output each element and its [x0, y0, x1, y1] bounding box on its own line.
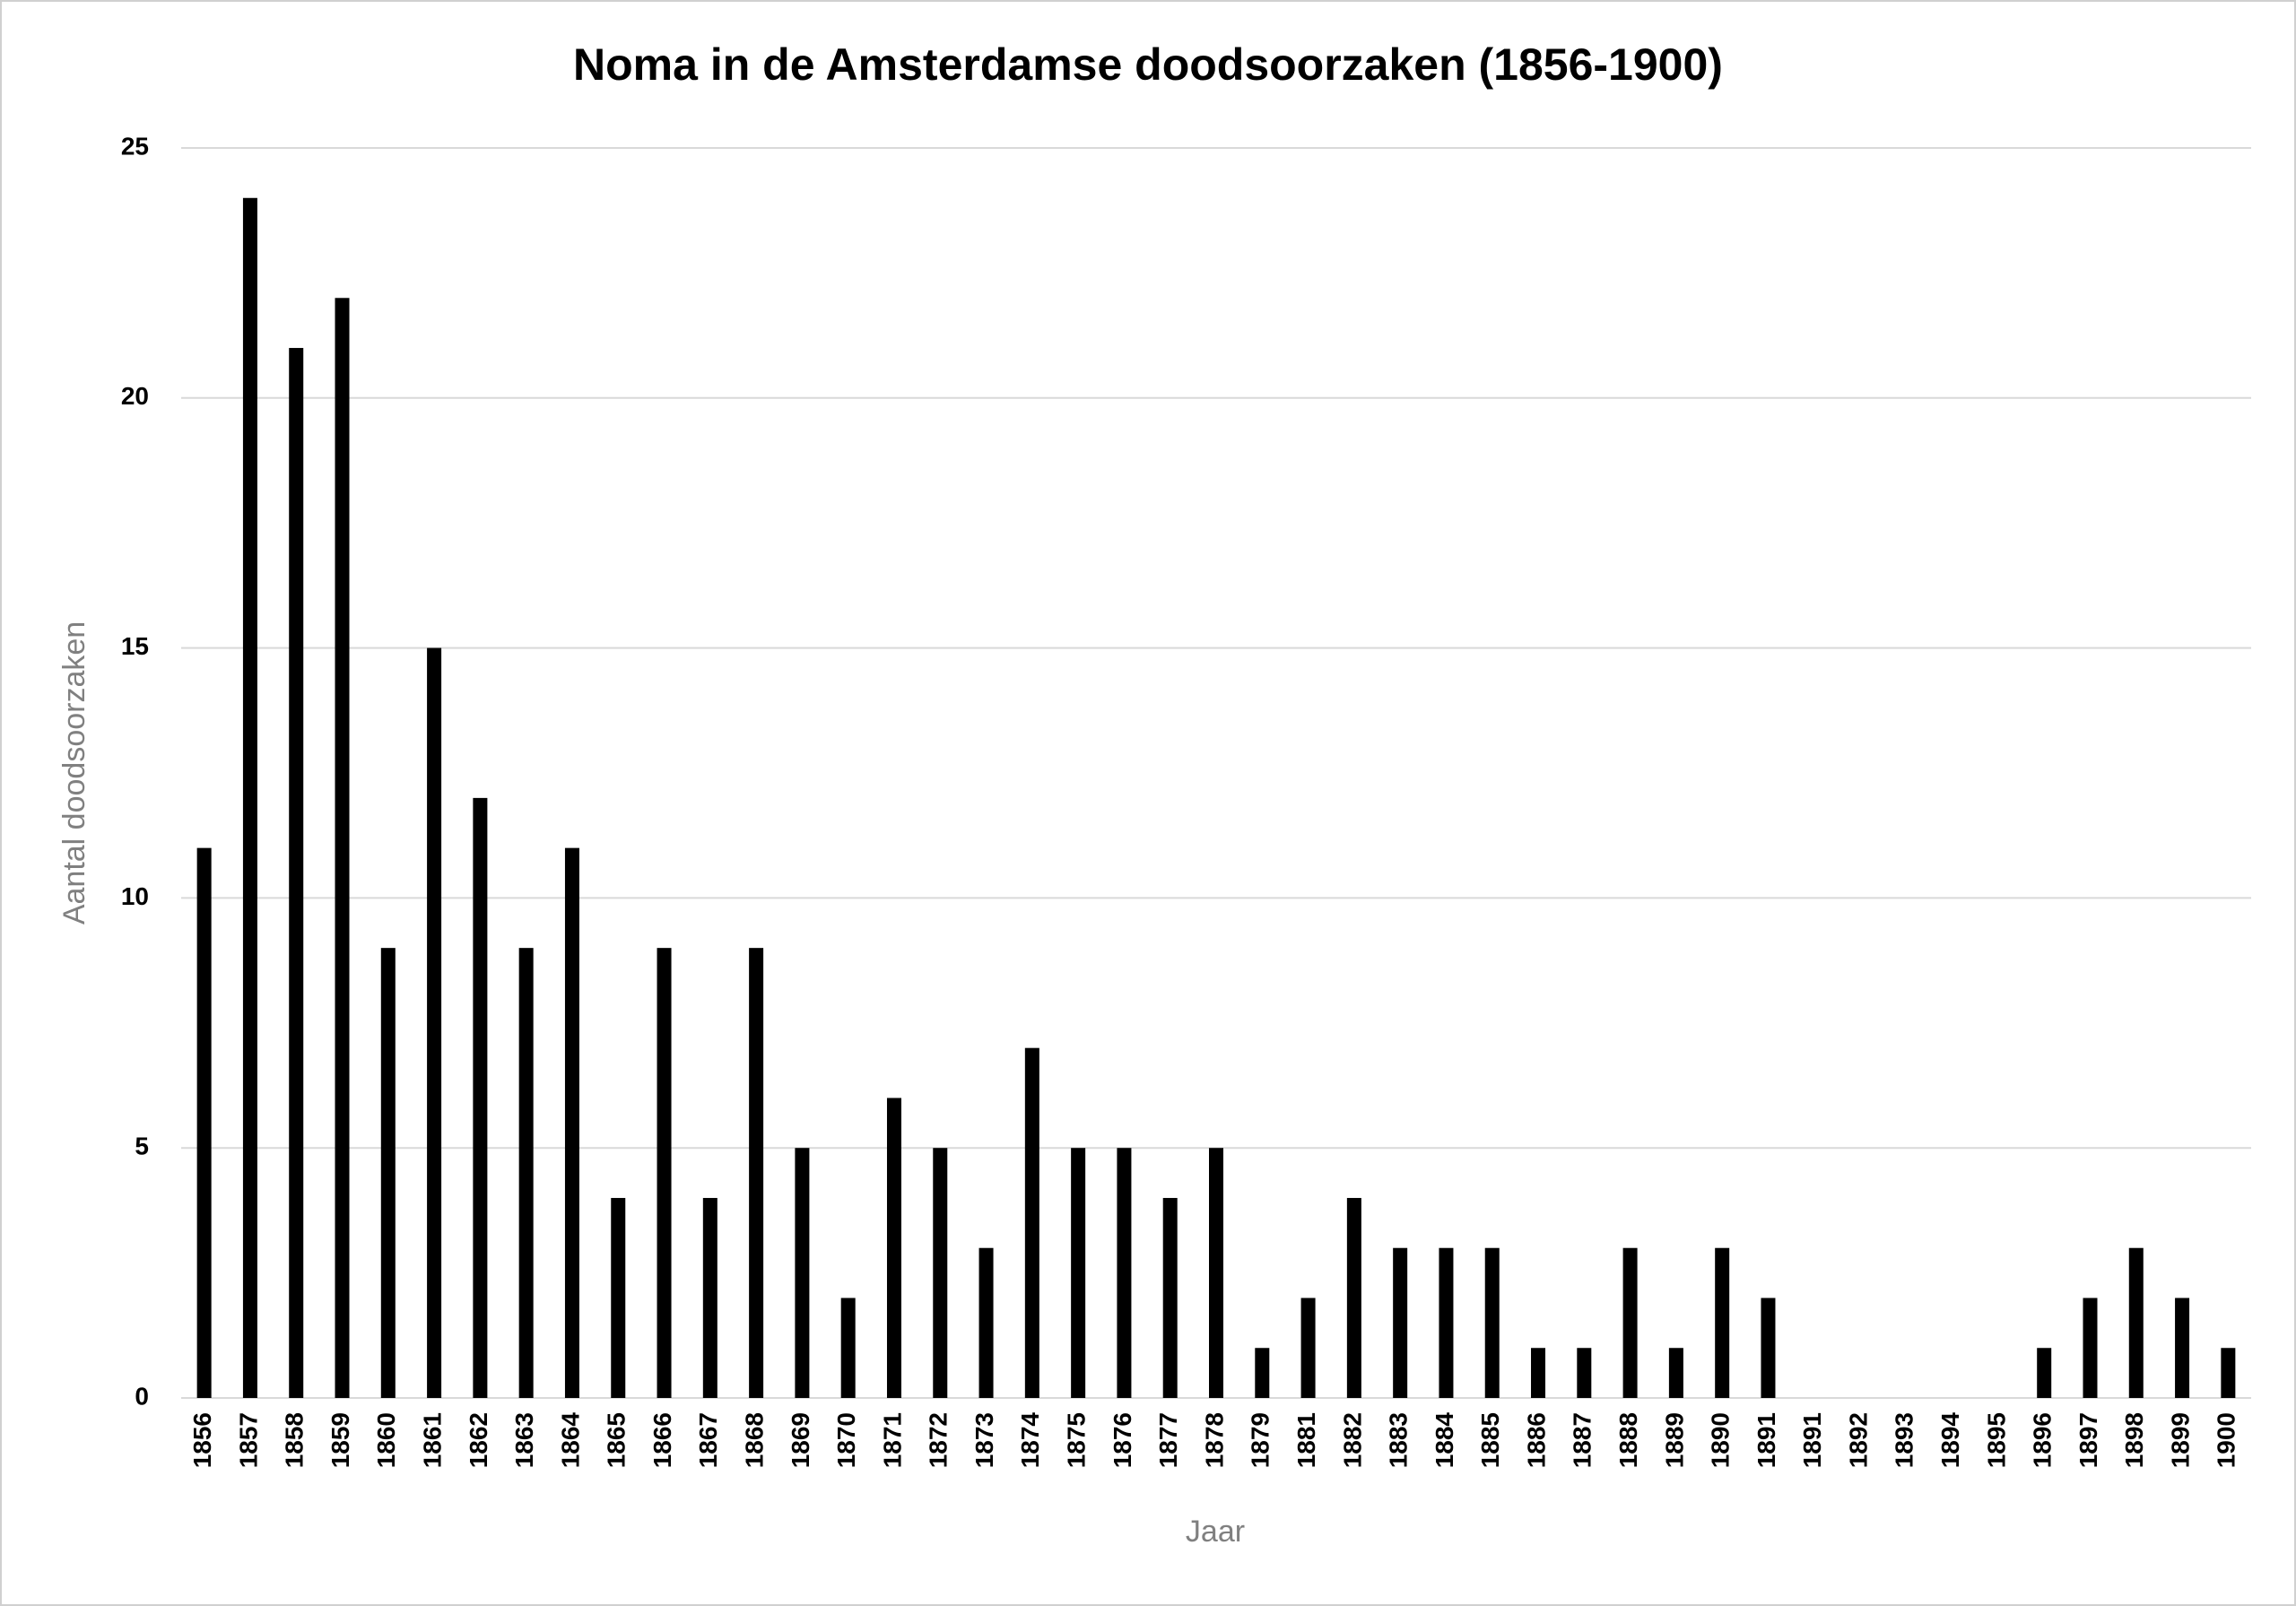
- x-tick-label: 1891: [1752, 1412, 1780, 1468]
- x-tick-label: 1882: [1338, 1412, 1366, 1468]
- y-tick-label: 0: [135, 1382, 149, 1410]
- bar: [795, 1148, 810, 1398]
- bar: [335, 298, 350, 1398]
- x-tick-label: 1883: [1385, 1412, 1413, 1468]
- bar: [1577, 1348, 1592, 1398]
- bar: [380, 948, 396, 1398]
- bar: [1761, 1298, 1776, 1398]
- bar: [1531, 1348, 1546, 1398]
- bar: [2083, 1298, 2098, 1398]
- y-tick-label: 25: [121, 132, 149, 160]
- y-tick-label: 10: [121, 882, 149, 910]
- x-tick-label: 1871: [878, 1412, 906, 1468]
- x-tick-label: 1861: [418, 1412, 446, 1468]
- x-tick-label: 1879: [1247, 1412, 1274, 1468]
- x-tick-label: 1866: [648, 1412, 676, 1468]
- x-tick-label: 1898: [2120, 1412, 2148, 1468]
- bar: [1255, 1348, 1270, 1398]
- x-tick-label: 1872: [925, 1412, 952, 1468]
- x-tick-label: 1890: [1707, 1412, 1735, 1468]
- x-tick-label: 1857: [234, 1412, 262, 1468]
- x-tick-label: 1858: [281, 1412, 309, 1468]
- bar: [196, 847, 212, 1398]
- bar: [978, 1247, 994, 1398]
- bar: [518, 948, 534, 1398]
- bar: [564, 847, 579, 1398]
- bar: [657, 948, 672, 1398]
- x-tick-label: 1867: [694, 1412, 722, 1468]
- x-tick-label: 1869: [787, 1412, 814, 1468]
- x-tick-label: 1887: [1569, 1412, 1596, 1468]
- bar: [1715, 1247, 1730, 1398]
- bar: [611, 1197, 626, 1398]
- x-tick-label: 1863: [510, 1412, 538, 1468]
- x-tick-label: 1891: [1798, 1412, 1826, 1468]
- bar: [473, 797, 488, 1398]
- x-tick-label: 1868: [741, 1412, 769, 1468]
- x-tick-label: 1899: [2166, 1412, 2194, 1468]
- y-tick-label: 20: [121, 382, 149, 410]
- x-tick-label: 1864: [556, 1412, 584, 1469]
- x-axis-title: Jaar: [1186, 1515, 1245, 1549]
- x-tick-label: 1886: [1522, 1412, 1550, 1468]
- x-tick-label: 1862: [465, 1412, 492, 1468]
- bar: [840, 1298, 856, 1398]
- y-tick-label: 5: [135, 1133, 149, 1160]
- x-tick-label: 1892: [1844, 1412, 1872, 1468]
- x-tick-label: 1875: [1063, 1412, 1091, 1468]
- x-tick-label: 1894: [1936, 1412, 1964, 1469]
- bar: [1393, 1247, 1408, 1398]
- bar: [1209, 1148, 1223, 1398]
- bar: [1439, 1247, 1454, 1398]
- x-tick-label: 1896: [2029, 1412, 2057, 1468]
- x-tick-label: 1860: [372, 1412, 400, 1468]
- bar: [702, 1197, 718, 1398]
- bar: [2221, 1348, 2236, 1398]
- bar: [1668, 1348, 1683, 1398]
- y-tick-label: 15: [121, 632, 149, 660]
- bar: [2037, 1348, 2052, 1398]
- x-tick-label: 1873: [970, 1412, 998, 1468]
- bar: [749, 948, 764, 1398]
- bar: [1117, 1148, 1132, 1398]
- bar: [1071, 1148, 1086, 1398]
- bar: [1484, 1247, 1500, 1398]
- x-tick-label: 1876: [1109, 1412, 1136, 1468]
- x-tick-label: 1874: [1016, 1412, 1044, 1469]
- x-tick-label: 1881: [1292, 1412, 1320, 1468]
- bar: [1346, 1197, 1361, 1398]
- bar: [2175, 1298, 2190, 1398]
- bar: [1162, 1197, 1178, 1398]
- x-tick-label: 1865: [603, 1412, 631, 1468]
- x-tick-label: 1856: [188, 1412, 216, 1468]
- x-tick-label: 1893: [1891, 1412, 1918, 1468]
- bar: [1300, 1298, 1316, 1398]
- x-tick-label: 1900: [2213, 1412, 2240, 1468]
- x-tick-label: 1878: [1200, 1412, 1228, 1468]
- bar: [2128, 1247, 2144, 1398]
- x-tick-label: 1888: [1614, 1412, 1642, 1468]
- bar: [886, 1098, 901, 1398]
- x-tick-label: 1859: [326, 1412, 354, 1468]
- chart-title: Noma in de Amsterdamse doodsoorzaken (18…: [573, 39, 1723, 90]
- x-tick-label: 1884: [1431, 1412, 1458, 1469]
- x-tick-label: 1877: [1154, 1412, 1182, 1468]
- bar: [427, 647, 442, 1398]
- bar: [1622, 1247, 1638, 1398]
- x-tick-label: 1895: [1982, 1412, 2010, 1468]
- bar: [1024, 1047, 1039, 1398]
- bar: [242, 197, 257, 1398]
- x-tick-label: 1885: [1476, 1412, 1504, 1468]
- x-tick-label: 1889: [1660, 1412, 1688, 1468]
- bar: [289, 348, 304, 1398]
- bar: [933, 1148, 948, 1398]
- x-tick-label: 1897: [2074, 1412, 2102, 1468]
- y-axis-title: Aantal doodsoorzaken: [57, 621, 91, 925]
- x-tick-label: 1870: [832, 1412, 860, 1468]
